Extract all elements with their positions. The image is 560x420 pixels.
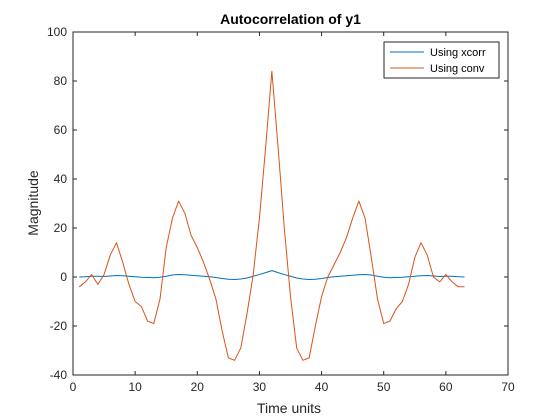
x-tick-label: 50: [377, 380, 391, 394]
axes-box: [72, 31, 509, 376]
chart-title: Autocorrelation of y1: [220, 11, 361, 27]
y-tick-label: 60: [54, 123, 68, 137]
x-tick-label: 60: [439, 380, 453, 394]
series-layer: [78, 70, 465, 361]
y-tick-label: 20: [54, 221, 68, 235]
legend: Using xcorr Using conv: [383, 41, 500, 79]
legend-label-1: Using xcorr: [430, 47, 486, 59]
y-tick-label: -20: [50, 319, 68, 333]
axes-layer: 0 10 20 30 40 50 60 70 -40 -20 0 20 40 60 80 100: [47, 25, 515, 394]
x-tick-label: 0: [70, 380, 77, 394]
x-tick-label: 20: [191, 380, 205, 394]
x-tick-label: 70: [501, 380, 515, 394]
x-tick-label: 10: [128, 380, 142, 394]
plot-area: [73, 32, 508, 375]
y-tick-label: 100: [47, 25, 67, 39]
x-tick-label: 40: [315, 380, 329, 394]
y-tick-label: 0: [60, 270, 67, 284]
x-tick-label: 30: [253, 380, 267, 394]
series-line-2: [78, 70, 465, 361]
y-axis-label: Magnitude: [25, 170, 41, 236]
y-tick-label: 40: [54, 172, 68, 186]
series-line-1: [79, 270, 465, 280]
legend-label-2: Using conv: [430, 63, 485, 75]
x-axis-label: Time units: [257, 400, 321, 416]
y-tick-label: -40: [50, 368, 68, 382]
y-tick-label: 80: [54, 74, 68, 88]
legend-box: [383, 41, 500, 79]
